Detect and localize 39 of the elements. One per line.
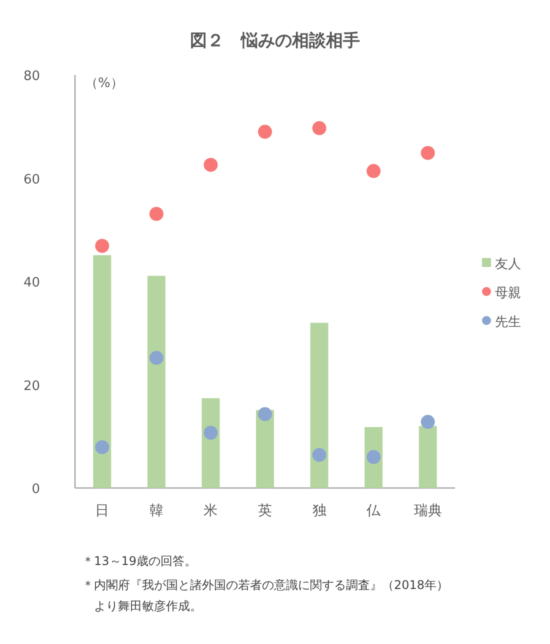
y-tick-label: 80 [23, 69, 40, 84]
bar [256, 410, 274, 488]
x-tick-label: 独 [312, 503, 326, 519]
point [312, 121, 326, 136]
x-tick-label: 日 [95, 503, 110, 519]
legend-label: 先生 [495, 315, 521, 330]
x-tick-label: 瑞典 [414, 503, 442, 519]
point [366, 450, 381, 464]
x-tick-label: 韓 [149, 503, 164, 519]
bar [93, 255, 112, 488]
point [258, 124, 272, 139]
point [95, 238, 110, 253]
bar [202, 398, 220, 488]
legend-label: 母親 [495, 286, 521, 301]
text: ＊内閣府『我が国と諸外国の若者の意識に関する調査』（2018年）より舞田敏彦作成。 [82, 578, 449, 613]
text: ＊13～19歳の回答。 [82, 554, 197, 568]
point [204, 426, 218, 440]
point [149, 350, 164, 365]
point [258, 407, 272, 422]
chart-title: 図２ 悩みの相談相手 [190, 31, 360, 51]
point [366, 164, 381, 178]
y-tick-label: 60 [23, 172, 40, 188]
y-tick-label: 20 [23, 378, 40, 394]
bar [147, 276, 166, 488]
point [204, 158, 218, 172]
x-tick-label: 米 [204, 503, 218, 519]
y-tick-label: 40 [23, 276, 40, 290]
point [95, 440, 110, 454]
x-tick-label: 英 [258, 503, 272, 519]
point [149, 206, 164, 221]
y-axis-title: （%） [85, 76, 124, 91]
point [312, 448, 326, 462]
bar [418, 426, 437, 488]
point [420, 146, 435, 160]
x-tick-label: 仏 [366, 503, 382, 519]
y-tick-label: 0 [32, 482, 40, 497]
legend-label: 友人 [495, 257, 521, 272]
bar [310, 322, 328, 488]
point [420, 414, 435, 429]
